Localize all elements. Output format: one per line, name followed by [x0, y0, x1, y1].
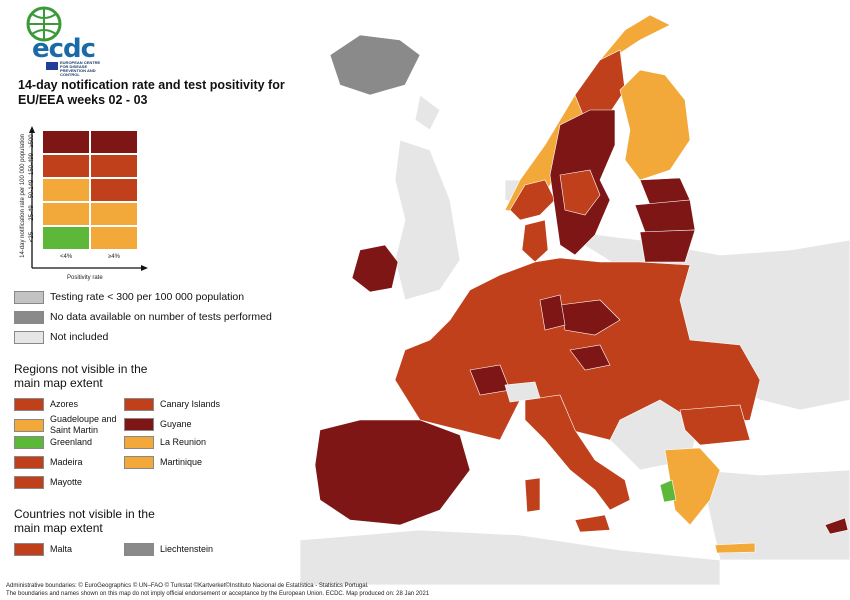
sardinia	[524, 477, 541, 513]
legend-swatch	[14, 456, 44, 469]
matrix-x-axis-label: Positivity rate	[67, 275, 103, 281]
legend-label: Madeira	[50, 457, 83, 467]
map-title: 14-day notification rate and test positi…	[18, 78, 285, 107]
matrix-y-tick-label: 50-149	[29, 179, 35, 199]
legend-swatch	[124, 456, 154, 469]
albania-green	[659, 479, 677, 503]
ecdc-logo: ecdc EUROPEAN CENTRE FOR DISEASE PREVENT…	[14, 6, 104, 77]
region-azores: Azores	[14, 398, 78, 411]
legend-label: Canary Islands	[160, 399, 221, 409]
region-la-reunion: La Reunion	[124, 436, 206, 449]
legend-label: Not included	[50, 331, 109, 343]
legend-swatch	[14, 476, 44, 489]
lithuania	[639, 229, 696, 263]
legend-label: Testing rate < 300 per 100 000 populatio…	[50, 291, 245, 303]
legend-label: Malta	[50, 544, 73, 554]
regions-title: Regions not visible in the main map exte…	[14, 362, 148, 390]
norway-north-red	[574, 49, 626, 121]
denmark	[521, 219, 549, 263]
matrix-cell	[42, 178, 90, 202]
matrix-x-tick-label: ≥4%	[108, 254, 120, 260]
region-martinique: Martinique	[124, 456, 202, 469]
matrix-y-axis-label: 14-day notification rate per 100 000 pop…	[20, 134, 26, 258]
matrix-cell	[42, 202, 90, 226]
germany-dark	[539, 294, 566, 331]
legend-label: Azores	[50, 399, 79, 409]
legend-swatch	[14, 436, 44, 449]
region-greenland: Greenland	[14, 436, 92, 449]
matrix-cell	[90, 178, 138, 202]
switzerland	[504, 381, 541, 403]
region-madeira: Madeira	[14, 456, 83, 469]
region-guadeloupe: Guadeloupe and Saint Martin	[14, 414, 130, 436]
matrix-y-tick-label: <25	[29, 231, 35, 243]
legend-not-included: Not included	[14, 331, 108, 344]
logo-subtitle: EUROPEAN CENTRE FOR DISEASE PREVENTION A…	[60, 60, 101, 77]
crete	[714, 542, 756, 554]
sweden-red	[559, 169, 601, 216]
ireland	[351, 244, 399, 293]
legend-swatch	[124, 543, 154, 556]
legend-label: Guyane	[160, 419, 192, 429]
matrix-cell	[42, 226, 90, 250]
matrix-y-tick-label: ≥500	[29, 134, 35, 148]
matrix-cell	[90, 226, 138, 250]
balkans-bulgaria	[679, 404, 751, 446]
matrix-cell	[90, 202, 138, 226]
sicily	[574, 514, 611, 533]
czechia	[559, 299, 621, 336]
europe-map	[299, 14, 850, 585]
map-footer: Administrative boundaries: © EuroGeograp…	[6, 582, 429, 598]
legend-label: Guadeloupe and Saint Martin	[50, 414, 117, 435]
legend-no-data: No data available on number of tests per…	[14, 311, 272, 324]
matrix-axes	[29, 126, 148, 271]
latvia	[634, 199, 696, 233]
matrix-x-tick-label: <4%	[60, 254, 73, 260]
matrix-cell	[42, 154, 90, 178]
legend-testing-rate: Testing rate < 300 per 100 000 populatio…	[14, 291, 244, 304]
country-liechtenstein: Liechtenstein	[124, 543, 213, 556]
finland	[619, 69, 691, 181]
legend-swatch	[124, 398, 154, 411]
rate-positivity-matrix	[42, 130, 142, 260]
legend-swatch	[14, 398, 44, 411]
country-malta: Malta	[14, 543, 72, 556]
matrix-cell	[42, 130, 90, 154]
legend-swatch	[14, 291, 44, 304]
legend-swatch	[14, 543, 44, 556]
region-canary-islands: Canary Islands	[124, 398, 220, 411]
footer-line-1: Administrative boundaries: © EuroGeograp…	[6, 583, 369, 589]
legend-swatch	[124, 418, 154, 431]
region-mayotte: Mayotte	[14, 476, 82, 489]
slovenia-dark	[569, 344, 611, 371]
legend-label: Liechtenstein	[160, 544, 214, 554]
globe-icon	[26, 6, 62, 42]
legend-label: Greenland	[50, 437, 93, 447]
legend-label: No data available on number of tests per…	[50, 311, 272, 323]
legend-label: Mayotte	[50, 477, 83, 487]
legend-swatch	[14, 418, 44, 432]
region-guyane: Guyane	[124, 418, 192, 431]
iceland	[329, 34, 421, 96]
countries-title: Countries not visible in the main map ex…	[14, 507, 155, 535]
matrix-cell	[90, 130, 138, 154]
italy	[524, 394, 631, 511]
matrix-y-tick-label: 25-49	[29, 205, 35, 221]
footer-line-2: The boundaries and names shown on this m…	[6, 591, 430, 597]
cyprus	[824, 517, 849, 535]
legend-swatch	[14, 331, 44, 344]
matrix-y-tick-label: 150-499	[29, 152, 35, 175]
eu-flag-icon	[46, 62, 58, 70]
logo-wordmark: ecdc	[32, 34, 96, 64]
legend-label: La Reunion	[160, 437, 207, 447]
legend-swatch	[124, 436, 154, 449]
matrix-cell	[90, 154, 138, 178]
legend-label: Martinique	[160, 457, 203, 467]
portugal-spain	[314, 419, 471, 526]
legend-swatch	[14, 311, 44, 324]
